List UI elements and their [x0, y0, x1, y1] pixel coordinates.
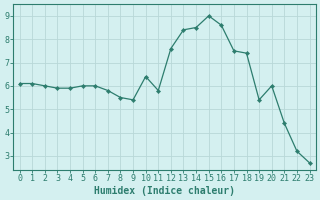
- X-axis label: Humidex (Indice chaleur): Humidex (Indice chaleur): [94, 186, 235, 196]
